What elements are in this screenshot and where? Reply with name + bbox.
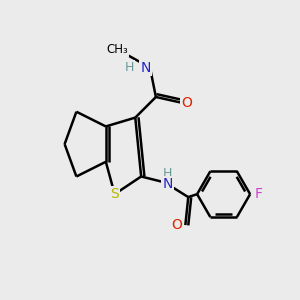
Text: N: N bbox=[163, 177, 173, 191]
Text: O: O bbox=[182, 96, 192, 110]
Text: N: N bbox=[140, 61, 151, 75]
Text: S: S bbox=[110, 187, 119, 201]
Text: O: O bbox=[171, 218, 182, 232]
Text: H: H bbox=[163, 167, 172, 180]
Text: CH₃: CH₃ bbox=[107, 44, 128, 56]
Text: H: H bbox=[125, 61, 134, 74]
Text: F: F bbox=[255, 187, 263, 201]
